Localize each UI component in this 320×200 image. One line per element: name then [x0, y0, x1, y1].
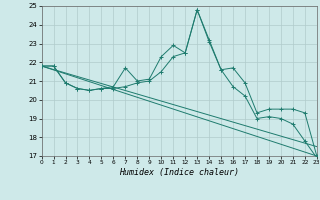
- X-axis label: Humidex (Indice chaleur): Humidex (Indice chaleur): [119, 168, 239, 177]
